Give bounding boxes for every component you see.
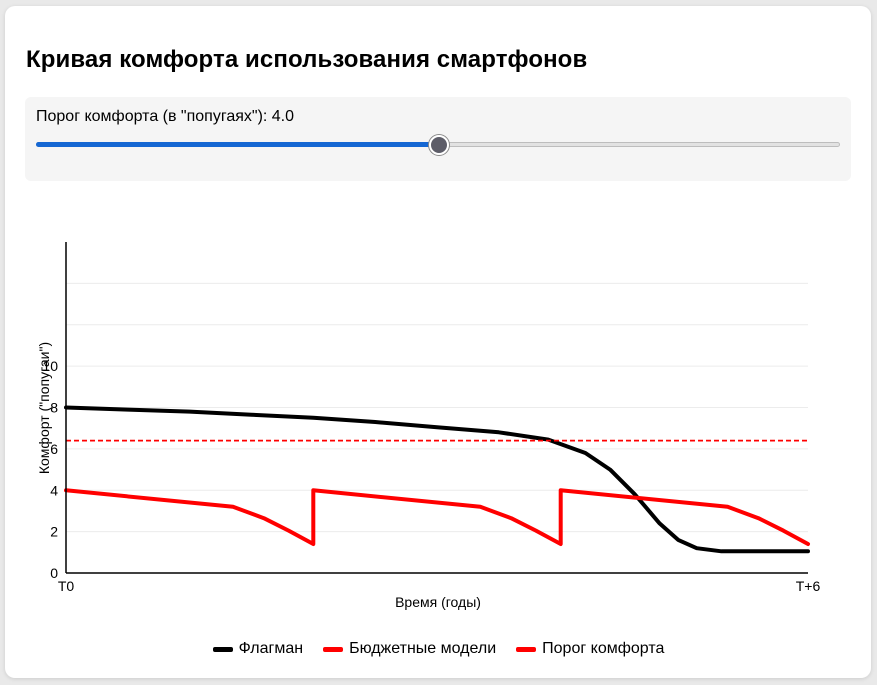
legend-swatch-budget xyxy=(323,646,344,652)
legend-label-flagship: Флагман xyxy=(238,640,304,657)
chart-tick-labels: 0 2 4 6 8 10 T0 T+6 xyxy=(42,358,820,594)
legend-swatch-flagship xyxy=(212,646,233,652)
page-title: Кривая комфорта использования смартфонов xyxy=(26,46,588,73)
legend-item-budget: Бюджетные модели xyxy=(323,640,496,658)
flagship-line xyxy=(64,405,810,554)
chart-legend: Флагман Бюджетные модели Порог комфорта xyxy=(0,640,877,658)
threshold-label: Порог комфорта (в "попугаях"): 4.0 xyxy=(36,108,295,125)
x-tick-label-T0: T0 xyxy=(58,578,75,594)
legend-item-threshold: Порог комфорта xyxy=(516,640,664,658)
y-tick-label-4: 4 xyxy=(50,482,58,498)
x-tick-label-T+6: T+6 xyxy=(796,578,821,594)
y-tick-label-2: 2 xyxy=(50,524,58,540)
slider-fill xyxy=(36,142,438,147)
legend-item-flagship: Флагман xyxy=(212,640,304,658)
y-tick-label-8: 8 xyxy=(50,400,58,416)
chart-axes xyxy=(65,242,808,574)
slider-thumb[interactable] xyxy=(429,135,449,155)
threshold-slider[interactable] xyxy=(36,135,840,155)
y-tick-label-0: 0 xyxy=(50,565,58,581)
y-tick-label-6: 6 xyxy=(50,441,58,457)
legend-swatch-threshold xyxy=(516,646,537,652)
legend-label-threshold: Порог комфорта xyxy=(542,640,665,657)
comfort-chart: 0 2 4 6 8 10 T0 T+6 Время (годы) Комфорт ("попу… xyxy=(36,242,820,610)
legend-label-budget: Бюджетные модели xyxy=(349,640,497,657)
budget-line xyxy=(64,488,810,546)
x-axis-label: Время (годы) xyxy=(395,594,481,610)
threshold-control-panel: Порог комфорта (в "попугаях"): 4.0 xyxy=(25,97,851,181)
chart-series xyxy=(64,405,810,554)
y-axis-label: Комфорт ("попугаи") xyxy=(36,342,52,474)
y-tick-label-10: 10 xyxy=(42,358,58,374)
